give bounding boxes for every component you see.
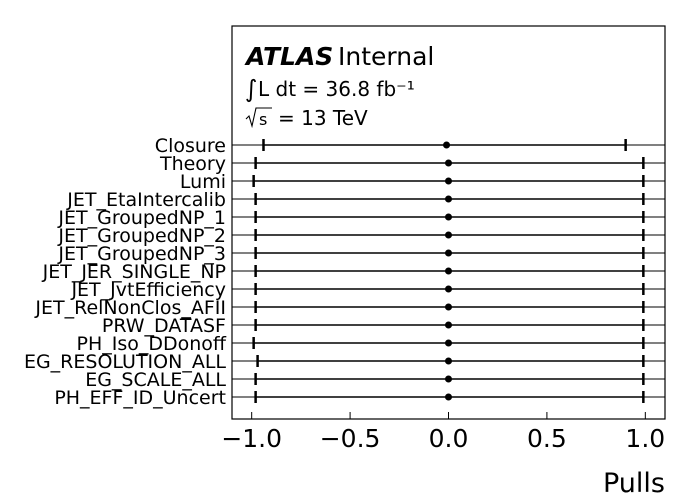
row-label: JET_GroupedNP_1 — [57, 207, 226, 229]
row-label: JET_GroupedNP_3 — [57, 243, 226, 265]
row-label: Lumi — [180, 171, 226, 193]
atlas-label: ATLAS Internal ∫ L dt = 36.8 fb⁻¹ s = 13… — [244, 42, 434, 130]
pull-marker — [445, 267, 452, 275]
pull-row: JET_GroupedNP_3 — [57, 243, 665, 265]
pull-marker — [445, 303, 452, 311]
energy-label: = 13 TeV — [278, 106, 368, 130]
pull-row: JET_GroupedNP_1 — [57, 207, 665, 229]
pull-row: Lumi — [180, 171, 665, 193]
pull-row: PH_EFF_ID_Uncert — [54, 387, 665, 409]
pull-marker — [445, 231, 452, 239]
pull-marker — [445, 393, 452, 401]
row-label: JET_GroupedNP_2 — [57, 225, 226, 247]
integral-sign: ∫ — [245, 75, 258, 103]
x-tick-label: 1.0 — [625, 424, 665, 453]
x-axis: −1.0 −0.5 0.0 0.5 1.0 — [221, 412, 665, 453]
pull-row: JET_JER_SINGLE_NP — [42, 261, 665, 283]
pull-row: JET_RelNonClos_AFII — [34, 297, 665, 319]
x-tick-label: −0.5 — [320, 424, 381, 453]
pull-row: Theory — [159, 153, 665, 175]
pull-row: EG_SCALE_ALL — [85, 369, 665, 391]
row-label: JET_EtaIntercalib — [66, 189, 226, 211]
pull-marker — [445, 195, 452, 203]
luminosity-label: L dt = 36.8 fb⁻¹ — [258, 77, 415, 101]
pull-marker — [445, 375, 452, 383]
pull-marker — [445, 339, 452, 347]
row-label: JET_RelNonClos_AFII — [34, 297, 226, 319]
pull-row: JET_JvtEfficiency — [70, 279, 665, 301]
pull-row: JET_EtaIntercalib — [66, 189, 665, 211]
pull-row: PH_Iso_DDonoff — [76, 333, 665, 355]
atlas-experiment-label: ATLAS — [244, 42, 333, 71]
row-label: Theory — [159, 153, 226, 175]
row-label: PH_EFF_ID_Uncert — [54, 387, 226, 409]
sqrt-s-symbol: s — [245, 107, 272, 129]
row-label: PRW_DATASF — [102, 315, 226, 337]
row-label: JET_JER_SINGLE_NP — [42, 261, 226, 283]
pull-row: EG_RESOLUTION_ALL — [24, 351, 665, 373]
svg-text:s: s — [259, 110, 267, 129]
pull-marker — [445, 159, 452, 167]
pull-marker — [445, 177, 452, 185]
pull-marker — [445, 357, 452, 365]
row-label: EG_SCALE_ALL — [85, 369, 226, 391]
pull-row: JET_GroupedNP_2 — [57, 225, 665, 247]
x-tick-label: 0.5 — [527, 424, 567, 453]
pull-row: Closure — [155, 135, 665, 157]
pull-row: PRW_DATASF — [102, 315, 665, 337]
x-tick-label: −1.0 — [221, 424, 282, 453]
row-label: PH_Iso_DDonoff — [76, 333, 226, 355]
row-label: Closure — [155, 135, 226, 157]
x-tick-label: 0.0 — [429, 424, 469, 453]
pull-marker — [445, 249, 452, 257]
row-label: EG_RESOLUTION_ALL — [24, 351, 226, 373]
pull-marker — [443, 141, 451, 149]
pull-marker — [445, 213, 452, 221]
row-label: JET_JvtEfficiency — [70, 279, 226, 301]
pull-rows: ClosureTheoryLumiJET_EtaIntercalibJET_Gr… — [24, 135, 665, 409]
pull-marker — [445, 285, 452, 293]
atlas-status-label: Internal — [338, 42, 434, 71]
x-axis-title: Pulls — [603, 468, 665, 499]
pull-marker — [445, 321, 452, 329]
